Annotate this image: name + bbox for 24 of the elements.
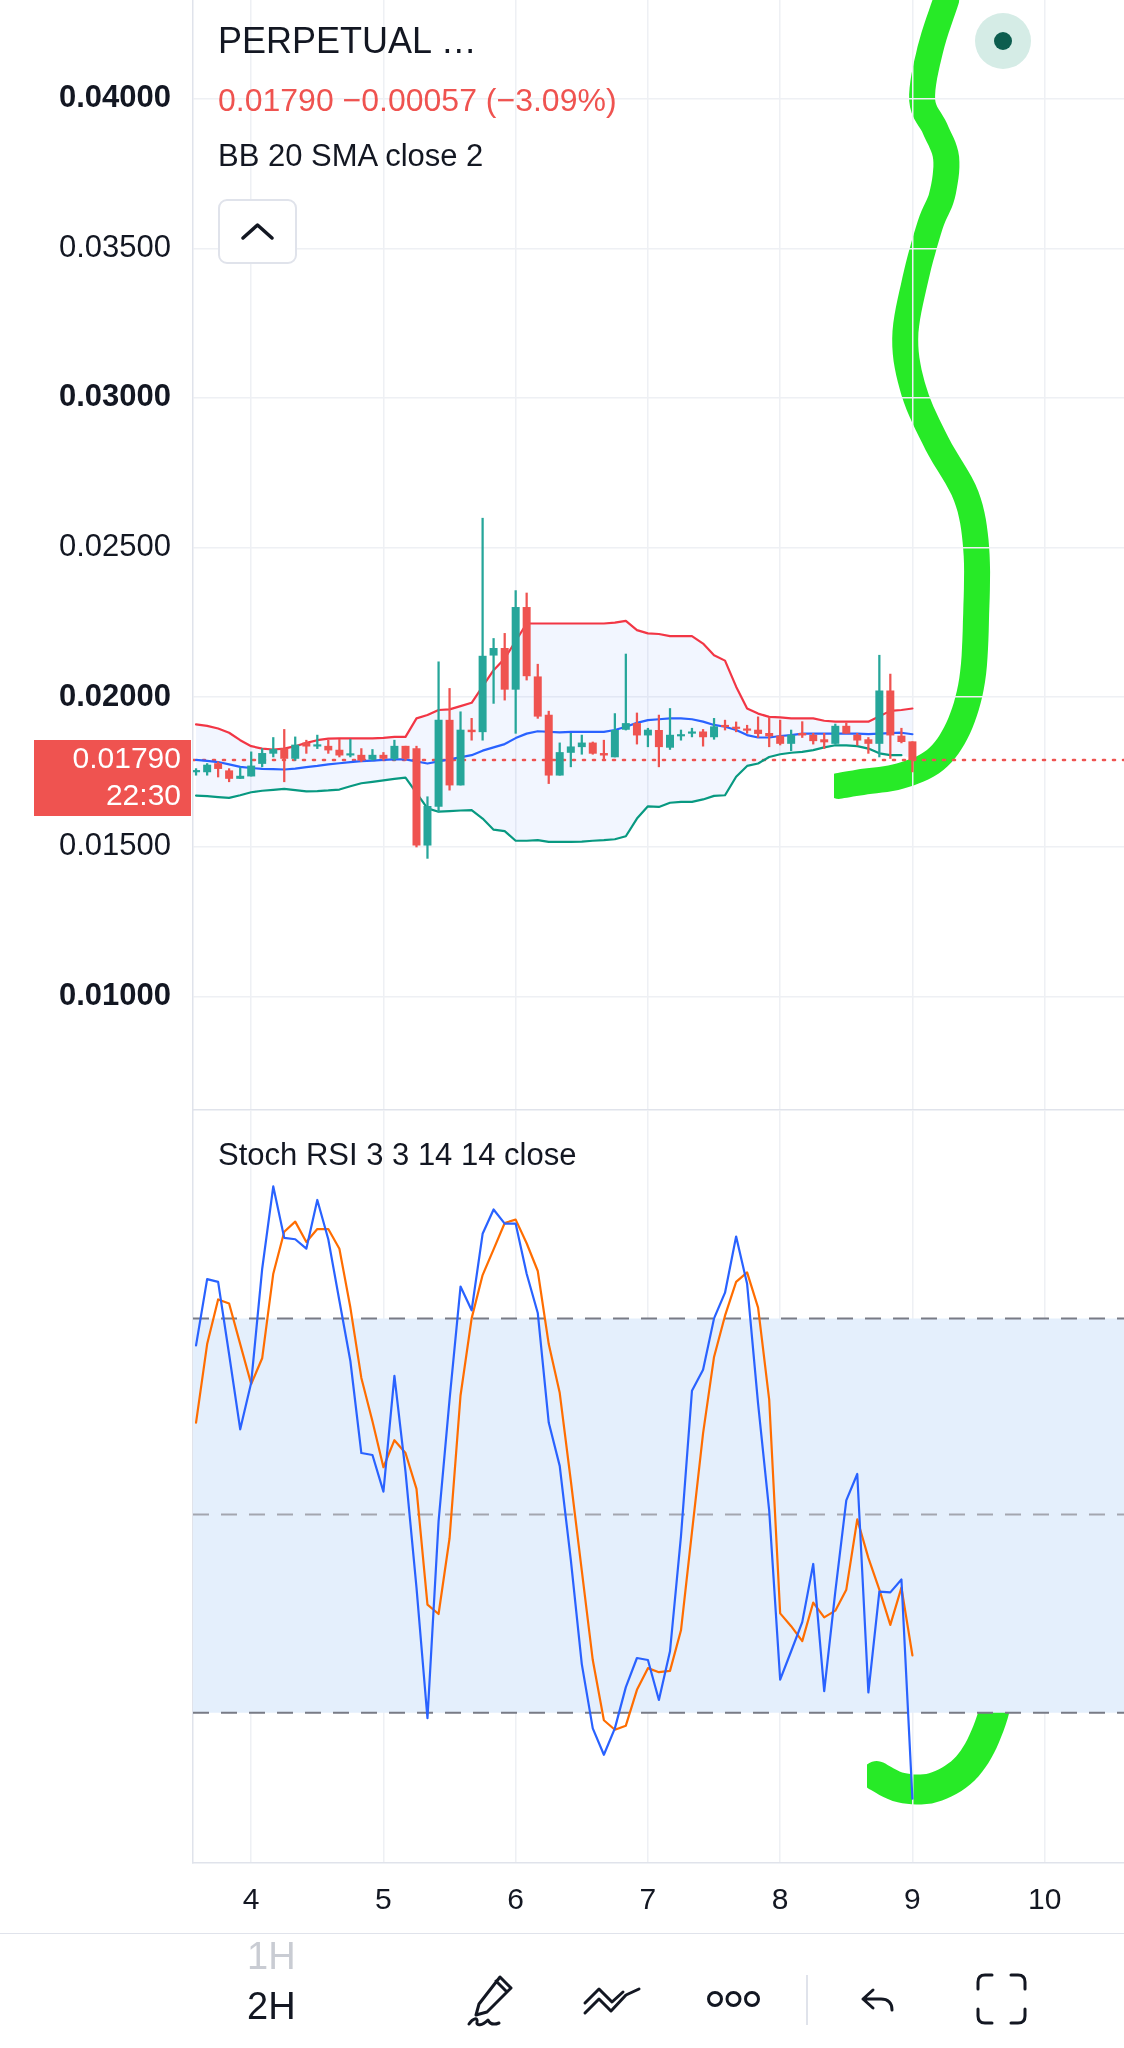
text: 0.01790 −0.00057 (−3.09%) — [218, 81, 617, 120]
text: 22:30 — [105, 778, 181, 812]
y-tick-label: 0.01500 — [58, 827, 171, 863]
candlestick — [346, 738, 355, 758]
x-tick-label: 8 — [771, 1882, 789, 1916]
y-tick-label: 0.03000 — [58, 378, 171, 414]
chart-title: Stoch RSI 3 3 14 14 close — [218, 1136, 577, 1174]
text: 2H — [247, 1984, 296, 2028]
y-tick-label: 0.04000 — [58, 79, 171, 115]
x-tick-label: 10 — [1027, 1882, 1062, 1916]
y-tick-label: 0.01000 — [58, 976, 171, 1012]
x-tick-label: 7 — [639, 1882, 657, 1916]
y-tick-label: 0.03500 — [58, 228, 171, 264]
x-tick-label: 5 — [375, 1882, 392, 1916]
candlestick — [864, 737, 873, 754]
y-tick-label: 0.02000 — [58, 677, 171, 713]
x-tick-label: 6 — [507, 1882, 525, 1916]
annotation: BB 20 SMA close 2 — [218, 137, 485, 175]
candlestick — [489, 638, 498, 704]
y-tick-label: 0.02500 — [58, 528, 171, 564]
ref-line-label: 0.01790 — [72, 741, 181, 775]
text: PERPETUAL … — [218, 20, 478, 62]
x-tick-label: 9 — [904, 1882, 921, 1916]
x-tick-label: 4 — [242, 1882, 260, 1916]
